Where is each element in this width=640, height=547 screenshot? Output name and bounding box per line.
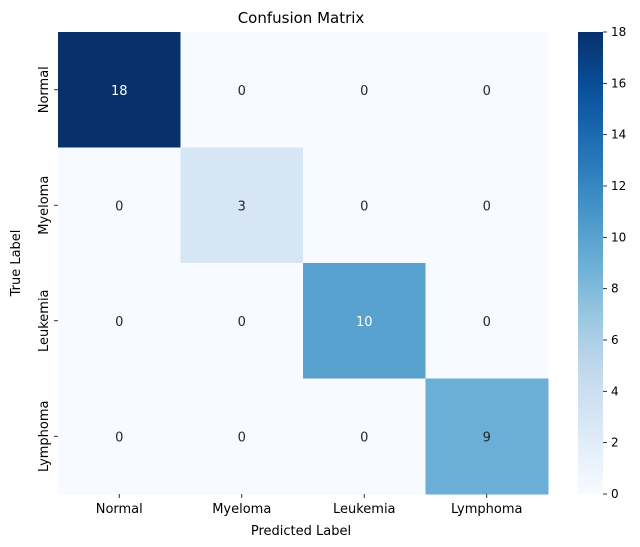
heatmap-cell bbox=[303, 32, 426, 148]
colorbar-tick-label: 4 bbox=[611, 384, 619, 398]
cell-value-label: 0 bbox=[360, 84, 368, 99]
x-axis-label: Predicted Label bbox=[251, 524, 351, 539]
heatmap-cell bbox=[180, 263, 304, 379]
y-tick-label: Myeloma bbox=[37, 176, 52, 235]
colorbar-tick-label: 8 bbox=[611, 282, 619, 296]
y-tick-label: Normal bbox=[37, 66, 52, 113]
x-tick-label: Myeloma bbox=[212, 502, 271, 517]
heatmap-cells: 18 0 0 0 0 3 0 0 0 0 10 0 0 0 0 9 bbox=[58, 32, 549, 495]
cell-value-label: 0 bbox=[115, 199, 123, 214]
x-tick-label: Lymphoma bbox=[451, 502, 522, 517]
y-axis-label: True Label bbox=[9, 230, 24, 298]
cell-value-label: 0 bbox=[483, 84, 491, 99]
colorbar-tick-label: 18 bbox=[611, 25, 626, 39]
heatmap-cell bbox=[425, 378, 549, 495]
colorbar-tick-label: 6 bbox=[611, 333, 619, 347]
heatmap-cell bbox=[180, 32, 304, 148]
colorbar-tick-label: 0 bbox=[611, 487, 619, 501]
cell-value-label: 0 bbox=[115, 430, 123, 445]
heatmap-cell bbox=[425, 32, 549, 148]
heatmap-cell bbox=[58, 378, 181, 495]
heatmap-cell bbox=[303, 147, 426, 264]
colorbar-tick-label: 14 bbox=[611, 128, 626, 142]
cell-value-label: 0 bbox=[238, 315, 246, 330]
cell-value-label: 0 bbox=[115, 315, 123, 330]
chart-title: Confusion Matrix bbox=[238, 9, 365, 27]
x-tick-label: Normal bbox=[96, 502, 143, 517]
cell-value-label: 0 bbox=[483, 315, 491, 330]
y-tick-label: Lymphoma bbox=[37, 401, 52, 472]
heatmap-cell bbox=[303, 263, 426, 379]
colorbar-tick-label: 10 bbox=[611, 230, 626, 244]
y-tick-labels: Normal Myeloma Leukemia Lymphoma bbox=[37, 66, 58, 472]
x-tick-label: Leukemia bbox=[333, 502, 396, 517]
colorbar-tick-label: 2 bbox=[611, 436, 619, 450]
colorbar bbox=[578, 32, 603, 494]
cell-value-label: 0 bbox=[360, 199, 368, 214]
cell-value-label: 0 bbox=[238, 84, 246, 99]
cell-value-label: 0 bbox=[360, 430, 368, 445]
cell-value-label: 18 bbox=[111, 84, 128, 99]
cell-value-label: 10 bbox=[356, 315, 373, 330]
cell-value-label: 3 bbox=[238, 199, 246, 214]
heatmap-cell bbox=[180, 378, 304, 495]
heatmap-cell bbox=[180, 147, 304, 264]
heatmap-cell bbox=[425, 147, 549, 264]
colorbar-tick-label: 12 bbox=[611, 179, 626, 193]
y-tick-label: Leukemia bbox=[37, 289, 52, 352]
heatmap-cell bbox=[58, 263, 181, 379]
heatmap-cell bbox=[425, 263, 549, 379]
heatmap-cell bbox=[58, 32, 181, 148]
x-tick-labels: Normal Myeloma Leukemia Lymphoma bbox=[96, 494, 522, 517]
colorbar-tick-label: 16 bbox=[611, 76, 626, 90]
heatmap-cell bbox=[303, 378, 426, 495]
cell-value-label: 9 bbox=[483, 430, 491, 445]
colorbar-ticks: 0 2 4 6 8 10 12 14 16 18 bbox=[603, 25, 626, 501]
cell-value-label: 0 bbox=[238, 430, 246, 445]
heatmap-cell bbox=[58, 147, 181, 264]
cell-value-label: 0 bbox=[483, 199, 491, 214]
